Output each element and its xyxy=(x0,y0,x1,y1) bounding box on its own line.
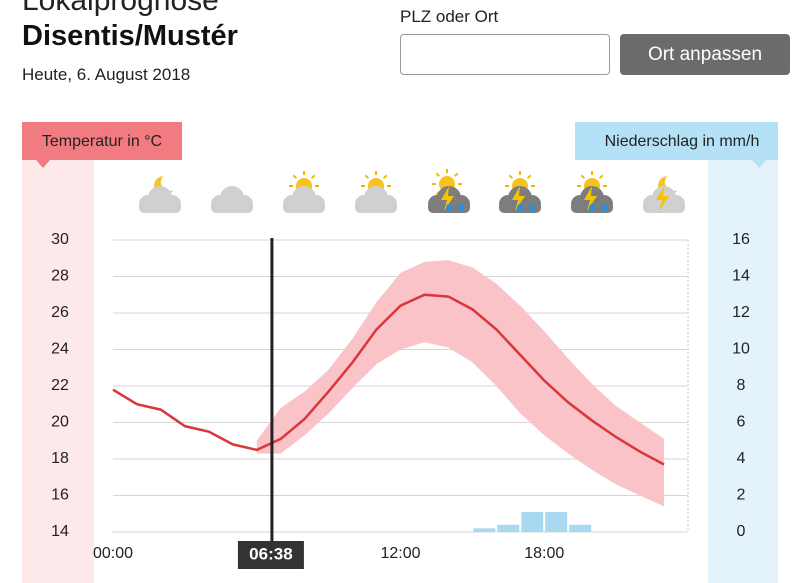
date: Heute, 6. August 2018 xyxy=(22,65,191,84)
y2-tick-label: 6 xyxy=(737,414,746,431)
search-input[interactable] xyxy=(400,34,610,75)
x-tick-label: 18:00 xyxy=(524,545,564,562)
cloud xyxy=(355,202,397,213)
precipitation-bar xyxy=(473,528,496,532)
y-axis-header xyxy=(22,122,182,160)
cloud xyxy=(283,202,325,213)
notch xyxy=(752,160,766,168)
precipitation-bar xyxy=(497,524,520,532)
drop xyxy=(529,204,535,212)
sun-ray xyxy=(508,174,513,179)
y2-tick-label: 14 xyxy=(732,268,750,285)
drop xyxy=(589,204,595,212)
now-label: 06:38 xyxy=(249,544,292,563)
temperature-range xyxy=(256,260,665,507)
y-tick-label: 18 xyxy=(51,450,69,467)
drop xyxy=(601,204,607,212)
overline: Lokalprognose xyxy=(22,0,219,17)
y-tick-label: 26 xyxy=(51,304,69,321)
sun-ray xyxy=(527,174,532,179)
bolt xyxy=(441,186,454,211)
temperature-line xyxy=(112,293,665,466)
y2-tick-label: 12 xyxy=(732,304,750,321)
sun-ray xyxy=(580,174,585,179)
drop xyxy=(517,204,523,212)
right-band xyxy=(708,160,778,583)
y2-tick-label: 0 xyxy=(737,523,746,540)
x-tick-label: 00:00 xyxy=(93,545,133,562)
y2-tick-label: 10 xyxy=(732,341,750,358)
y2-axis-header xyxy=(575,122,778,160)
bolt xyxy=(512,186,525,211)
cloud xyxy=(211,202,253,213)
page-title: Disentis/Mustér xyxy=(22,20,238,52)
bolt xyxy=(656,186,669,211)
sun-ray xyxy=(599,174,604,179)
bolt xyxy=(584,186,597,211)
y-tick-label: 14 xyxy=(51,523,69,540)
cloud xyxy=(643,202,685,213)
y2-tick-label: 2 xyxy=(737,487,746,504)
y2-axis-label: Niederschlag in mm/h xyxy=(605,133,760,150)
sun-ray xyxy=(311,174,316,179)
sun-ray xyxy=(383,174,388,179)
drop xyxy=(446,204,452,212)
precipitation-bar xyxy=(545,511,568,532)
notch xyxy=(36,160,50,168)
left-band xyxy=(22,160,94,583)
y2-tick-label: 16 xyxy=(732,231,750,248)
y2-tick-label: 8 xyxy=(737,377,746,394)
y-axis-label: Temperatur in °C xyxy=(42,133,162,150)
y-tick-label: 28 xyxy=(51,268,69,285)
sun-ray xyxy=(292,174,297,179)
y-tick-label: 16 xyxy=(51,487,69,504)
drop xyxy=(458,204,464,212)
y-tick-label: 22 xyxy=(51,377,69,394)
search-button[interactable]: Ort anpassen xyxy=(620,34,790,75)
sun-ray xyxy=(454,172,459,177)
search-label: PLZ oder Ort xyxy=(400,7,499,26)
cloud xyxy=(139,202,181,213)
y-tick-label: 20 xyxy=(51,414,69,431)
y2-tick-label: 4 xyxy=(737,450,746,467)
y-tick-label: 30 xyxy=(51,231,69,248)
precipitation-bar xyxy=(569,524,592,532)
moon-cut xyxy=(665,173,683,191)
precipitation-bar xyxy=(521,511,544,532)
sun-ray xyxy=(435,172,440,177)
sun-ray xyxy=(364,174,369,179)
moon-cut xyxy=(161,173,179,191)
now-label-box xyxy=(237,541,304,569)
x-tick-label: 12:00 xyxy=(380,545,420,562)
y-tick-label: 24 xyxy=(51,341,69,358)
weather-icons xyxy=(139,169,685,213)
